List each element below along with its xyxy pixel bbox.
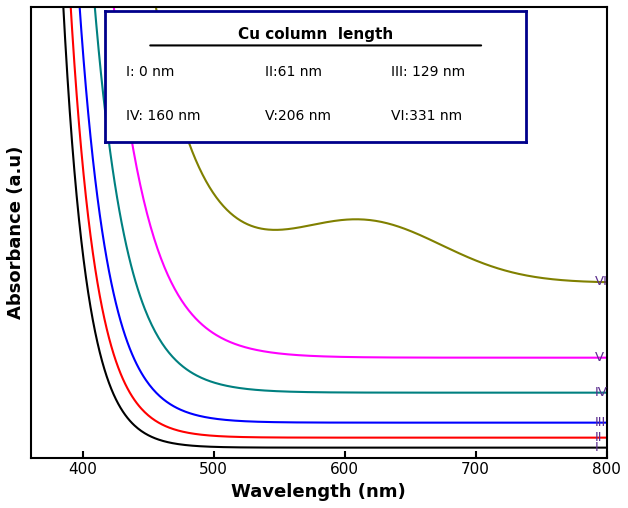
Text: III: III — [595, 416, 606, 429]
Text: IV: IV — [595, 386, 608, 399]
Text: VI: VI — [595, 275, 608, 289]
Text: V: V — [595, 351, 604, 364]
Text: II: II — [595, 431, 602, 444]
Y-axis label: Absorbance (a.u): Absorbance (a.u) — [7, 146, 25, 319]
Text: I: I — [595, 441, 598, 454]
X-axis label: Wavelength (nm): Wavelength (nm) — [231, 483, 406, 501]
